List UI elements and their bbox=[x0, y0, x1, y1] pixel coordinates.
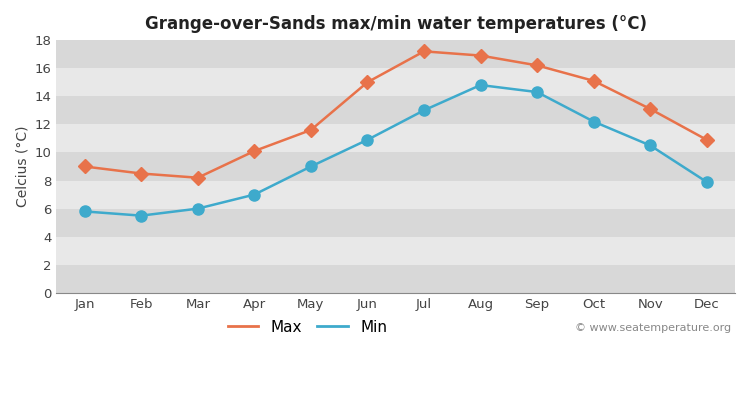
Bar bbox=[56, 40, 735, 68]
Max bbox=[307, 128, 316, 132]
Max bbox=[476, 53, 485, 58]
Min bbox=[307, 164, 316, 169]
Max bbox=[136, 171, 146, 176]
Min bbox=[476, 83, 485, 88]
Bar bbox=[56, 152, 735, 180]
Bar bbox=[56, 237, 735, 265]
Max bbox=[363, 80, 372, 85]
Min bbox=[532, 90, 542, 94]
Bar bbox=[56, 265, 735, 293]
Bar bbox=[56, 68, 735, 96]
Min bbox=[419, 108, 428, 113]
Max bbox=[590, 78, 598, 83]
Min bbox=[250, 192, 259, 197]
Line: Min: Min bbox=[80, 80, 712, 221]
Min bbox=[136, 213, 146, 218]
Min bbox=[590, 119, 598, 124]
Max bbox=[702, 138, 711, 142]
Line: Max: Max bbox=[80, 46, 712, 182]
Min bbox=[646, 143, 655, 148]
Min bbox=[80, 209, 89, 214]
Max bbox=[646, 106, 655, 111]
Legend: Max, Min: Max, Min bbox=[222, 314, 393, 341]
Bar bbox=[56, 180, 735, 209]
Max bbox=[250, 149, 259, 154]
Text: © www.seatemperature.org: © www.seatemperature.org bbox=[575, 323, 731, 333]
Min bbox=[363, 138, 372, 142]
Min bbox=[194, 206, 202, 211]
Max bbox=[532, 63, 542, 68]
Max bbox=[80, 164, 89, 169]
Bar bbox=[56, 124, 735, 152]
Y-axis label: Celcius (°C): Celcius (°C) bbox=[15, 126, 29, 207]
Max bbox=[419, 49, 428, 54]
Bar bbox=[56, 209, 735, 237]
Title: Grange-over-Sands max/min water temperatures (°C): Grange-over-Sands max/min water temperat… bbox=[145, 15, 646, 33]
Bar bbox=[56, 96, 735, 124]
Max bbox=[194, 175, 202, 180]
Min bbox=[702, 180, 711, 184]
